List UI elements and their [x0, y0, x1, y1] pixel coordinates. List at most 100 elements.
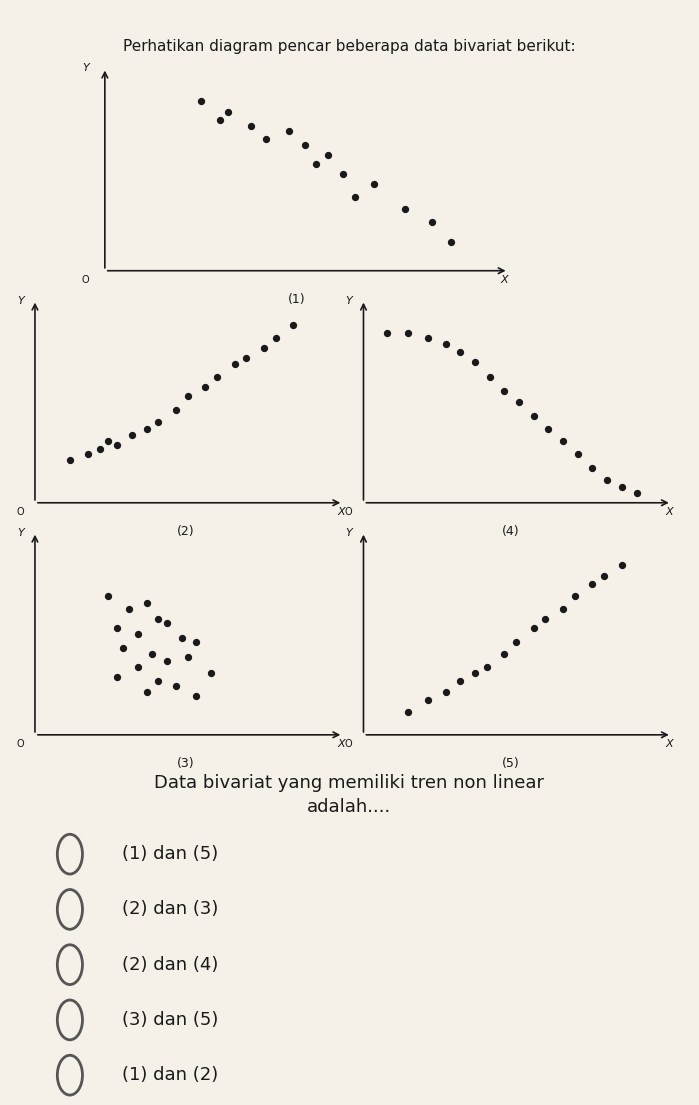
Text: X: X — [666, 507, 674, 517]
Point — [368, 175, 380, 192]
Point — [598, 568, 610, 586]
Text: O: O — [345, 739, 352, 749]
Point — [182, 388, 193, 406]
Point — [284, 123, 295, 140]
Text: (2) dan (3): (2) dan (3) — [122, 901, 219, 918]
Point — [499, 381, 510, 399]
Point — [147, 644, 158, 662]
Point — [240, 349, 252, 367]
Point — [200, 378, 211, 396]
Text: (4): (4) — [501, 525, 519, 538]
Point — [112, 435, 123, 453]
Point — [617, 556, 628, 573]
Point — [103, 587, 114, 604]
Point — [229, 355, 240, 372]
Text: (1): (1) — [288, 293, 306, 306]
Point — [94, 440, 105, 457]
Point — [161, 614, 173, 632]
Point — [338, 166, 349, 183]
Point — [528, 407, 540, 424]
Point — [64, 451, 75, 469]
Point — [245, 117, 257, 135]
Point — [514, 393, 525, 411]
Point — [171, 677, 182, 695]
Text: (2): (2) — [176, 525, 194, 538]
Point — [127, 427, 138, 444]
Text: X: X — [338, 739, 345, 749]
Point — [587, 575, 598, 592]
Point — [587, 460, 598, 477]
Point — [569, 587, 580, 604]
Point — [402, 703, 413, 720]
Point — [261, 130, 272, 148]
Text: Data bivariat yang memiliki tren non linear
adalah....: Data bivariat yang memiliki tren non lin… — [154, 774, 545, 817]
Point — [470, 664, 481, 682]
Text: O: O — [345, 507, 352, 517]
Point — [470, 352, 481, 370]
Point — [481, 659, 492, 676]
Text: X: X — [666, 739, 674, 749]
Point — [617, 478, 628, 496]
Point — [132, 625, 143, 643]
Text: O: O — [17, 739, 24, 749]
Text: X: X — [501, 275, 508, 285]
Point — [141, 683, 152, 702]
Point — [222, 104, 233, 122]
Text: Y: Y — [345, 295, 352, 305]
Point — [602, 471, 613, 488]
Point — [422, 329, 433, 347]
Point — [152, 412, 164, 430]
Point — [455, 672, 466, 690]
Text: O: O — [17, 507, 24, 517]
Point — [117, 639, 129, 656]
Point — [540, 610, 551, 628]
Point — [112, 667, 123, 685]
Point — [426, 213, 438, 231]
Text: X: X — [338, 507, 345, 517]
Point — [211, 368, 222, 386]
Point — [259, 339, 270, 357]
Text: (2) dan (4): (2) dan (4) — [122, 956, 219, 974]
Point — [631, 484, 642, 502]
Point — [299, 136, 310, 154]
Point — [510, 633, 521, 651]
Point — [455, 343, 466, 360]
Text: (1) dan (2): (1) dan (2) — [122, 1066, 219, 1084]
Point — [161, 652, 173, 670]
Point — [152, 672, 164, 690]
Point — [196, 92, 207, 109]
Point — [572, 445, 584, 463]
Point — [82, 445, 94, 463]
Point — [558, 600, 569, 618]
Point — [422, 692, 433, 709]
Point — [191, 633, 202, 651]
Point — [103, 432, 114, 450]
Point — [182, 649, 193, 666]
Point — [528, 620, 540, 638]
Point — [176, 630, 187, 648]
Text: Y: Y — [345, 527, 352, 537]
Text: (1) dan (5): (1) dan (5) — [122, 845, 219, 863]
Point — [440, 336, 452, 354]
Text: O: O — [82, 275, 89, 285]
Point — [543, 420, 554, 438]
Point — [123, 600, 134, 618]
Point — [445, 233, 456, 251]
Text: Y: Y — [82, 63, 89, 73]
Text: (5): (5) — [501, 757, 519, 770]
Point — [440, 683, 452, 702]
Point — [206, 664, 217, 682]
Point — [141, 420, 152, 438]
Point — [270, 329, 281, 347]
Point — [322, 146, 333, 164]
Point — [350, 188, 361, 206]
Text: Y: Y — [17, 295, 24, 305]
Point — [112, 620, 123, 638]
Point — [499, 644, 510, 662]
Point — [132, 659, 143, 676]
Point — [310, 156, 322, 173]
Text: Perhatikan diagram pencar beberapa data bivariat berikut:: Perhatikan diagram pencar beberapa data … — [123, 39, 576, 54]
Text: Y: Y — [17, 527, 24, 537]
Point — [402, 324, 413, 341]
Point — [399, 200, 410, 218]
